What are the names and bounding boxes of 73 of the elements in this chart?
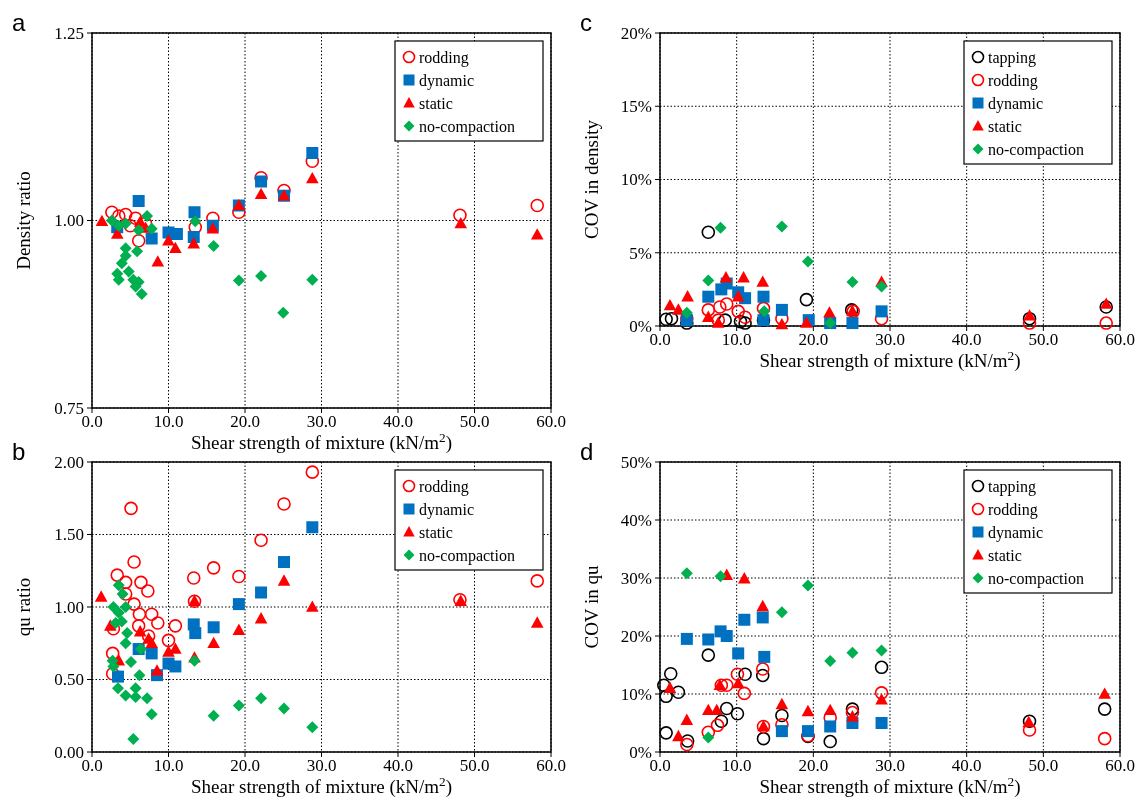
legend-label: tapping (988, 48, 1036, 67)
x-tick-label: 60.0 (536, 756, 566, 775)
y-tick-label: 1.00 (54, 211, 84, 231)
y-tick-label: 1.25 (54, 23, 84, 43)
legend-label: dynamic (988, 94, 1044, 113)
x-tick-label: 30.0 (875, 330, 905, 349)
x-tick-label: 40.0 (383, 756, 413, 775)
chart-title: a (12, 9, 26, 36)
x-tick-label: 30.0 (875, 756, 905, 775)
legend-label: static (988, 117, 1022, 135)
x-tick-label: 20.0 (798, 756, 829, 775)
y-axis-title: qu ratio (13, 577, 34, 637)
y-tick-label: 1.00 (54, 597, 84, 617)
y-tick-label: 2.00 (54, 452, 84, 472)
y-axis-title: COV in qu (581, 564, 602, 649)
y-tick-label: 0.50 (54, 670, 84, 690)
x-tick-label: 10.0 (153, 412, 184, 431)
y-tick-label: 1.50 (54, 525, 84, 545)
legend-label: rodding (988, 71, 1038, 90)
legend-label: dynamic (988, 523, 1044, 542)
legend-label: dynamic (419, 71, 475, 90)
legend-label: rodding (988, 500, 1038, 519)
y-tick-label: 40% (620, 510, 652, 530)
y-tick-label: 0% (629, 742, 652, 762)
x-tick-label: 30.0 (306, 756, 337, 775)
legend-label: tapping (988, 477, 1036, 496)
x-tick-label: 40.0 (383, 412, 413, 431)
x-tick-label: 50.0 (459, 756, 490, 775)
y-tick-label: 20% (620, 626, 652, 646)
chart-title: c (580, 9, 592, 36)
x-axis-title: Shear strength of mixture (kN/m$^{2}$) (759, 773, 1021, 798)
y-tick-label: 0.00 (54, 742, 84, 762)
x-tick-label: 20.0 (798, 330, 829, 349)
x-tick-label: 40.0 (951, 756, 982, 775)
x-axis-title: Shear strength of mixture (kN/m$^{2}$) (191, 429, 452, 454)
y-tick-label: 15% (620, 97, 652, 117)
y-tick-label: 10% (620, 170, 652, 190)
x-tick-label: 20.0 (230, 412, 260, 431)
y-tick-label: 10% (620, 684, 652, 704)
y-axis-title: COV in density (581, 119, 602, 239)
x-tick-label: 10.0 (721, 330, 752, 349)
chart-title: d (580, 438, 594, 465)
x-tick-label: 40.0 (951, 330, 982, 349)
y-tick-label: 0.75 (54, 398, 84, 418)
x-axis-title: Shear strength of mixture (kN/m$^{2}$) (759, 347, 1021, 372)
x-tick-label: 60.0 (536, 412, 566, 431)
legend-label: rodding (419, 48, 469, 67)
legend-label: static (419, 523, 453, 541)
legend-label: static (419, 94, 453, 112)
x-tick-label: 50.0 (1028, 330, 1059, 349)
legend-label: no-compaction (988, 140, 1084, 159)
x-axis-title: Shear strength of mixture (kN/m$^{2}$) (191, 773, 452, 798)
x-tick-label: 50.0 (1028, 756, 1059, 775)
chart-title: b (12, 438, 26, 465)
legend-label: no-compaction (419, 117, 515, 136)
legend-label: dynamic (419, 500, 475, 519)
x-tick-label: 20.0 (230, 756, 260, 775)
legend-label: no-compaction (419, 546, 515, 565)
y-tick-label: 30% (620, 568, 652, 588)
y-tick-label: 0% (629, 316, 652, 336)
x-tick-label: 30.0 (306, 412, 337, 431)
y-axis-title: Density ratio (13, 171, 34, 270)
legend-label: no-compaction (988, 569, 1084, 588)
y-tick-label: 20% (620, 23, 652, 43)
x-tick-label: 10.0 (721, 756, 752, 775)
y-tick-label: 5% (629, 243, 652, 263)
x-tick-label: 50.0 (459, 412, 490, 431)
legend-label: static (988, 546, 1022, 564)
x-tick-label: 10.0 (153, 756, 184, 775)
x-tick-label: 60.0 (1105, 756, 1135, 775)
legend-label: rodding (419, 477, 469, 496)
y-tick-label: 50% (620, 452, 652, 472)
x-tick-label: 60.0 (1105, 330, 1135, 349)
